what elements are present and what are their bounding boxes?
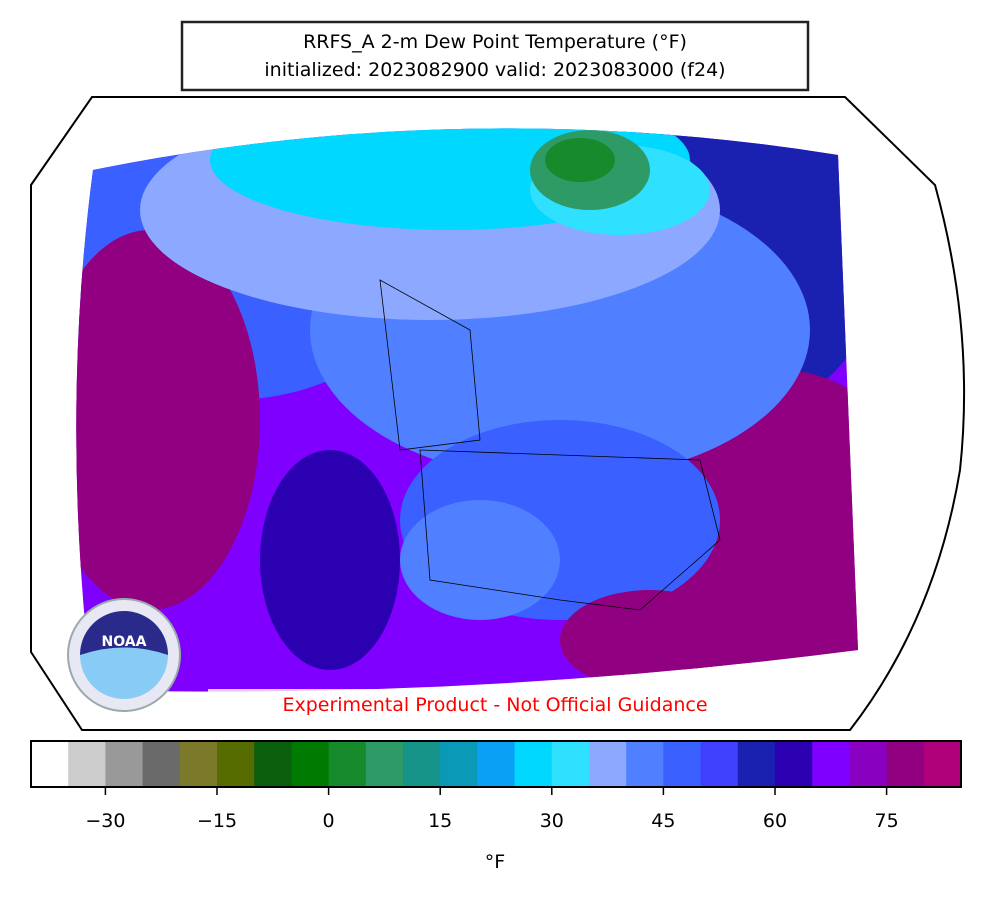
watermark: Experimental Product - Not Official Guid… [282,694,707,716]
colorbar-segment [142,741,181,787]
colorbar-segment [105,741,144,787]
noaa-logo: NOAA [67,598,181,712]
tick-label: 30 [540,810,564,832]
colorbar-segment [589,741,627,787]
title: RRFS_A 2-m Dew Point Temperature (°F) [303,31,687,53]
colorbar-segment [31,741,69,787]
map-frame [30,96,966,731]
colorbar-segment [812,741,850,787]
colorbar-segment [403,741,441,787]
colorbar-frame [30,740,962,788]
colorbar-segment [514,741,553,787]
watermark-bg [208,689,776,717]
colorbar-segment [365,741,404,787]
tick-label: 75 [875,810,899,832]
title-box [180,20,810,92]
colorbar-segment [440,741,478,787]
colorbar-label: °F [485,851,505,873]
colorbar-segment [663,741,702,787]
colorbar-segment [477,741,516,787]
tick-label: 45 [651,810,675,832]
colorbar-segment [291,741,330,787]
colorbar-segment [328,741,367,787]
subtitle: initialized: 2023082900 valid: 202308300… [264,59,725,81]
colorbar-segment [179,741,218,787]
colorbar-segment [886,741,925,787]
tick-label: −15 [197,810,237,832]
colorbar-segment [551,741,590,787]
colorbar-segment [737,741,776,787]
colorbar-segment [775,741,813,787]
colorbar-segment [700,741,739,787]
colorbar-segment [68,741,106,787]
logo-text: NOAA [102,634,147,650]
tick-label: 0 [323,810,335,832]
colorbar: −30 −15 0 15 30 45 60 75 [31,741,962,832]
colorbar-segment [254,741,292,787]
colorbar-segment [217,741,255,787]
colorbar-segment [849,741,888,787]
colorbar-segment [626,741,664,787]
tick-label: −30 [85,810,125,832]
tick-label: 15 [428,810,452,832]
colorbar-segment [923,741,962,787]
tick-label: 60 [763,810,787,832]
